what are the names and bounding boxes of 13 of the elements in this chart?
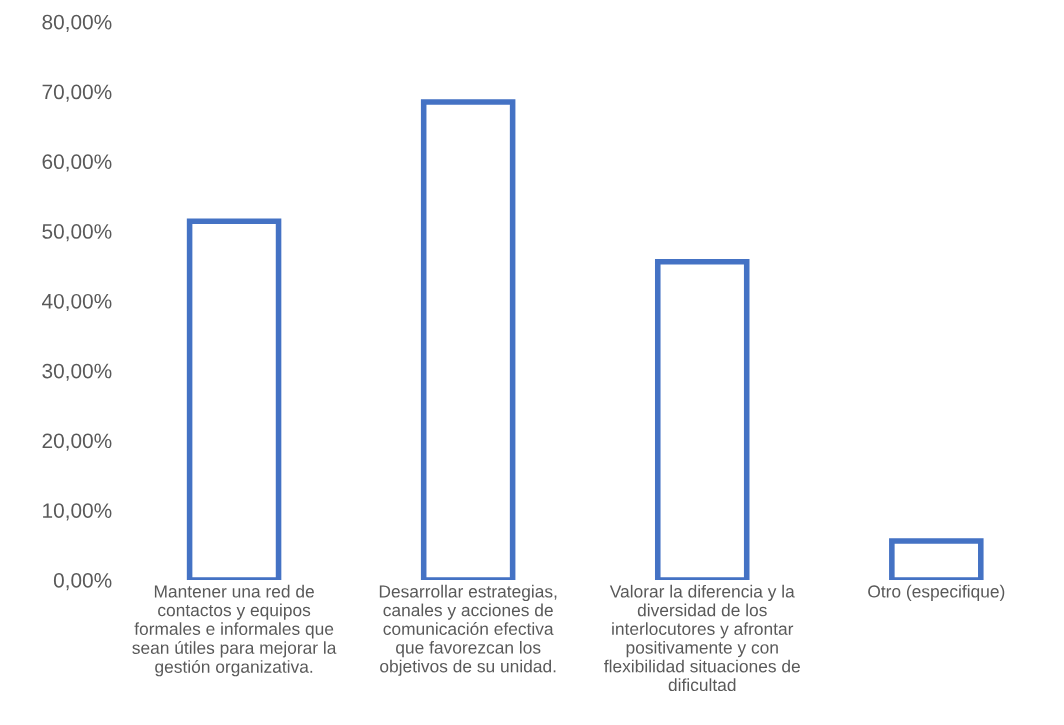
y-tick-label: 20,00% — [42, 433, 112, 451]
y-tick-label: 30,00% — [42, 363, 112, 381]
x-tick-label: Valorar la diferencia y la diversidad de los interlocutores y afrontar positivamente y con flexibilidad situaciones de dificultad — [604, 584, 800, 692]
x-tick-label: Otro (especifique) — [868, 584, 1005, 602]
y-tick-label: 40,00% — [42, 293, 112, 312]
y-tick-label: 10,00% — [43, 503, 112, 521]
y-tick-label: 0,00% — [53, 573, 112, 591]
y-tick-label: 70,00% — [42, 84, 112, 102]
y-tick-label: 50,00% — [42, 224, 112, 242]
y-tick-label: 60,00% — [42, 154, 112, 172]
y-tick-label: 80,00% — [42, 14, 112, 32]
x-tick-label: Mantener una red de contactos y equipos formales e informales que sean útiles para mejorar la gestión organizativa. — [132, 584, 337, 677]
x-tick-label: Desarrollar estrategias, canales y acciones de comunicación efectiva que favorezcan los objetivos de su unidad. — [379, 584, 557, 676]
